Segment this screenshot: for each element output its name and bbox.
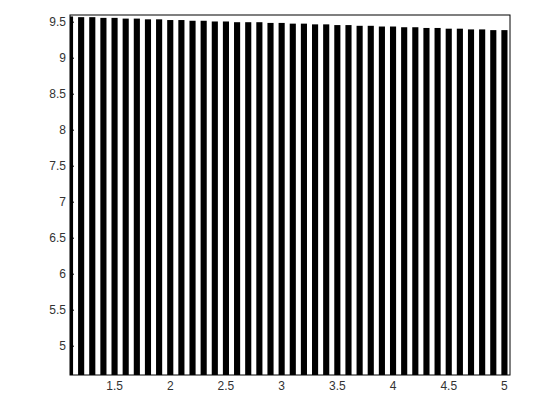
bars: [70, 16, 507, 375]
bar: [345, 25, 351, 375]
bar: [301, 24, 307, 375]
bar: [312, 24, 318, 375]
bar: [379, 27, 385, 375]
x-tick: [393, 371, 394, 375]
x-tick: [170, 371, 171, 375]
bar: [223, 21, 229, 375]
bar: [134, 19, 140, 375]
bar: [189, 21, 195, 375]
y-tick: [70, 22, 74, 23]
bar: [145, 19, 151, 375]
x-tick: [281, 371, 282, 375]
y-tick: [70, 130, 74, 131]
bar: [111, 18, 117, 375]
y-tick-label: 6: [59, 267, 66, 281]
y-tick-label: 7.5: [49, 159, 66, 173]
y-tick-label: 6.5: [49, 231, 66, 245]
bar: [368, 26, 374, 375]
bar: [212, 21, 218, 375]
x-tick-label: 4: [390, 379, 397, 393]
bar: [390, 27, 396, 375]
bar: [256, 22, 262, 375]
y-tick-label: 9.5: [49, 15, 66, 29]
bar: [479, 29, 485, 375]
x-tick: [114, 371, 115, 375]
x-tick-label: 1.5: [106, 379, 123, 393]
y-tick: [70, 310, 74, 311]
bar: [178, 20, 184, 375]
bar: [167, 20, 173, 375]
y-tick: [70, 166, 74, 167]
bar: [100, 18, 106, 375]
bar: [279, 23, 285, 375]
y-tick: [70, 238, 74, 239]
y-tick-label: 8: [59, 123, 66, 137]
x-tick-label: 3: [278, 379, 285, 393]
bar: [323, 24, 329, 375]
bar: [156, 19, 162, 375]
y-tick-label: 9: [59, 51, 66, 65]
bar: [245, 22, 251, 375]
y-tick: [70, 346, 74, 347]
plot-frame: [70, 15, 510, 375]
y-tick-label: 5: [59, 339, 66, 353]
bar: [412, 27, 418, 375]
bar: [123, 19, 129, 375]
x-tick: [337, 371, 338, 375]
x-tick: [504, 371, 505, 375]
y-tick-label: 7: [59, 195, 66, 209]
bar: [457, 29, 463, 375]
bar: [234, 22, 240, 375]
x-tick: [225, 371, 226, 375]
bar: [468, 29, 474, 375]
y-tick: [70, 94, 74, 95]
bar: [435, 28, 441, 375]
x-tick-label: 2.5: [218, 379, 235, 393]
x-tick-label: 5: [501, 379, 508, 393]
bar: [267, 23, 273, 375]
x-tick: [448, 371, 449, 375]
bar: [401, 27, 407, 375]
y-tick: [70, 274, 74, 275]
chart: 5 5.5 6 6.5 7 7.5 8 8.5 9 9.5 1.5 2 2.5 3 3.5 4 4.5 5: [0, 0, 560, 420]
bar: [334, 25, 340, 375]
bar: [446, 29, 452, 375]
bar: [490, 30, 496, 375]
y-tick: [70, 58, 74, 59]
bar: [357, 26, 363, 375]
bar: [501, 30, 507, 375]
x-tick-label: 3.5: [329, 379, 346, 393]
x-tick-label: 4.5: [440, 379, 457, 393]
y-tick-label: 5.5: [49, 303, 66, 317]
bar: [423, 28, 429, 375]
bar: [78, 17, 84, 375]
x-tick-label: 2: [167, 379, 174, 393]
bar: [201, 21, 207, 375]
y-tick: [70, 202, 74, 203]
bar: [89, 17, 95, 375]
y-tick-label: 8.5: [49, 87, 66, 101]
bar: [290, 24, 296, 375]
